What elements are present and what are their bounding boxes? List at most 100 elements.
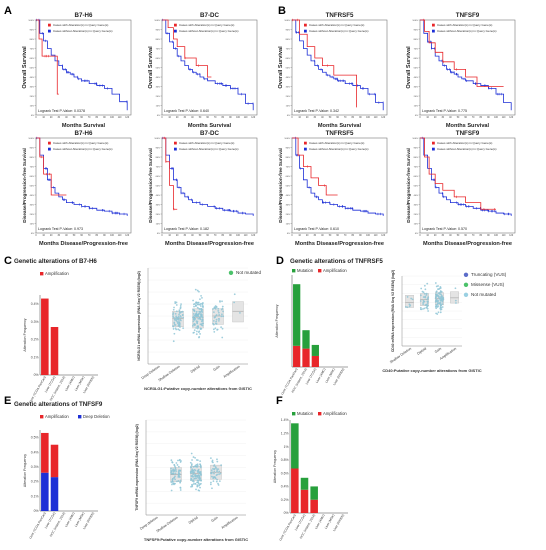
expr-point bbox=[176, 480, 178, 483]
expr-point bbox=[180, 311, 183, 313]
expr-point bbox=[195, 304, 197, 307]
km-curve-with-alteration bbox=[420, 19, 504, 87]
km-y-tick-label: 90% bbox=[414, 29, 418, 31]
charts-layer: B7-H60%10%20%30%40%50%60%70%80%90%100%0 1… bbox=[14, 12, 516, 542]
km-y-tick-label: 40% bbox=[156, 195, 160, 197]
expr-category-label: Amplification bbox=[221, 515, 239, 529]
km-x-tick-label: 0 bbox=[291, 117, 293, 119]
expr-point bbox=[190, 478, 193, 481]
km-x-tick-label: 20 bbox=[434, 117, 437, 119]
expr-point bbox=[176, 316, 179, 319]
bar-legend-swatch bbox=[40, 272, 44, 276]
expr-point bbox=[178, 309, 181, 312]
km-legend-label: Cases with Alteration(s) in Query Gene(s… bbox=[53, 23, 108, 27]
bar-y-tick-label: 0% bbox=[34, 509, 39, 513]
expr-point bbox=[179, 487, 182, 489]
expr-point bbox=[217, 317, 220, 320]
km-y-tick-label: 90% bbox=[414, 147, 418, 149]
expr-point bbox=[420, 287, 423, 290]
expr-y-axis-label: TNFSF9 mRNA expression (RNA Seq V2 RSEM)… bbox=[135, 424, 139, 510]
expr-point bbox=[196, 463, 199, 466]
expr-point bbox=[197, 317, 200, 320]
km-legend-label: Cases without Alteration(s) in Query Gen… bbox=[309, 29, 369, 33]
expr-point bbox=[178, 329, 181, 332]
expr-point bbox=[177, 479, 180, 482]
expr-point bbox=[199, 486, 201, 489]
km-x-tick-label: 10 bbox=[42, 235, 45, 237]
expr-point bbox=[179, 305, 182, 307]
km-legend-swatch bbox=[48, 141, 51, 145]
expr-point bbox=[440, 304, 442, 307]
expr-point bbox=[441, 303, 444, 305]
km-x-tick-label: 0 bbox=[419, 235, 421, 237]
expr-point bbox=[175, 470, 178, 473]
km-legend-label: Cases with Alteration(s) in Query Gene(s… bbox=[437, 141, 492, 145]
expr-point bbox=[196, 465, 199, 468]
bar-legend-swatch bbox=[318, 412, 322, 416]
expr-point bbox=[217, 310, 220, 312]
km-legend-swatch bbox=[304, 23, 307, 27]
km-x-tick-label: 100 bbox=[366, 117, 371, 119]
bar-mutation bbox=[302, 330, 310, 349]
expr-x-axis-label: NCR3LG1:Putative copy-number alterations… bbox=[144, 386, 252, 391]
km-x-tick-label: 40 bbox=[191, 235, 194, 237]
panel-letter-d: D bbox=[276, 255, 284, 267]
km-x-tick-label: 40 bbox=[65, 117, 68, 119]
expr-point bbox=[200, 479, 202, 482]
expr-point bbox=[210, 481, 212, 484]
expr-point bbox=[193, 305, 195, 308]
km-x-axis-label: Months Disease/Progression-free bbox=[39, 241, 128, 247]
expr-point bbox=[210, 469, 213, 472]
expr-point bbox=[210, 475, 213, 478]
expr-point bbox=[217, 319, 220, 322]
expr-point bbox=[426, 282, 429, 285]
km-x-axis-label: Months Survival bbox=[188, 123, 232, 129]
km-y-tick-label: 80% bbox=[30, 157, 34, 159]
expr-point bbox=[406, 296, 409, 298]
km-y-tick-label: 60% bbox=[30, 176, 34, 178]
expr-point bbox=[441, 295, 444, 298]
expr-point bbox=[172, 470, 175, 473]
expr-point bbox=[422, 296, 425, 298]
km-curve-with-alteration bbox=[36, 19, 59, 95]
km-legend-label: Cases without Alteration(s) in Query Gen… bbox=[437, 147, 497, 151]
km-x-tick-label: 100 bbox=[236, 235, 241, 237]
expr-point bbox=[212, 311, 215, 313]
expr-point bbox=[189, 461, 192, 464]
km-curve-with-alteration bbox=[420, 137, 496, 210]
km-y-tick-label: 70% bbox=[156, 166, 160, 168]
km-pvalue-label: Logrank Test P-Value: 0.610 bbox=[294, 227, 339, 231]
expr-point bbox=[222, 310, 224, 313]
expr-point bbox=[200, 315, 203, 318]
bar-y-axis-label: Alteration Frequency bbox=[23, 454, 27, 487]
bar-y-tick-label: 0% bbox=[284, 511, 289, 515]
expr-point bbox=[170, 471, 172, 474]
expr-category-label: Deep deletion bbox=[139, 515, 159, 530]
panel-letter-e: E bbox=[4, 395, 11, 407]
expr-point bbox=[439, 287, 442, 289]
km-y-tick-label: 40% bbox=[286, 77, 290, 79]
expr-point bbox=[170, 467, 172, 470]
expr-point bbox=[421, 290, 424, 293]
km-x-tick-label: 60 bbox=[80, 117, 83, 119]
panel-letter-a: A bbox=[4, 5, 12, 17]
km-y-tick-label: 10% bbox=[286, 105, 290, 107]
expr-point bbox=[199, 460, 202, 462]
km-pvalue-label: Logrank Test P-Value: 0.775 bbox=[422, 109, 467, 113]
km-x-tick-label: 120 bbox=[251, 235, 256, 237]
km-x-tick-label: 70 bbox=[472, 117, 475, 119]
km-y-tick-label: 0% bbox=[415, 115, 418, 117]
km-x-tick-label: 50 bbox=[329, 235, 332, 237]
expr-point bbox=[170, 469, 173, 472]
expr-point bbox=[425, 294, 428, 296]
km-curve-without-alteration bbox=[162, 19, 254, 111]
expr-category-label: Gain bbox=[434, 346, 442, 353]
km-y-tick-label: 20% bbox=[286, 214, 290, 216]
km-x-tick-label: 40 bbox=[449, 117, 452, 119]
expr-point bbox=[436, 302, 439, 305]
km-y-tick-label: 10% bbox=[286, 223, 290, 225]
expr-point bbox=[196, 485, 199, 488]
bar-category-label: Liver (MSK) bbox=[74, 376, 86, 392]
expr-point bbox=[177, 324, 180, 327]
